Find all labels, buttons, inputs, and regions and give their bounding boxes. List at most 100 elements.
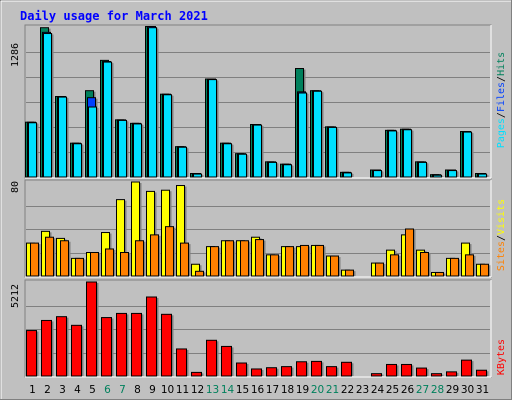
bar-kbytes-day-7	[116, 312, 127, 377]
bar-kbytes-day-31	[476, 369, 487, 377]
bar-sites-day-17	[270, 254, 279, 277]
legend-files: Files	[496, 82, 507, 112]
bar-sites-day-18	[285, 246, 294, 277]
day-label-27: 27	[416, 384, 429, 396]
legend-sep-1: /	[496, 112, 507, 118]
day-label-9: 9	[149, 384, 156, 396]
bar-sites-day-20	[315, 244, 324, 277]
bar-pages-day-5	[88, 106, 97, 178]
legend-sep-3: /	[496, 235, 507, 241]
day-label-31: 31	[476, 384, 489, 396]
bar-pages-day-27	[418, 161, 427, 178]
bar-kbytes-day-25	[386, 363, 397, 377]
bar-sites-day-12	[195, 270, 204, 277]
bar-sites-day-5	[90, 252, 99, 277]
bar-kbytes-day-9	[146, 296, 157, 377]
bar-kbytes-day-2	[41, 319, 52, 377]
legend-kbytes: KBytes	[496, 339, 507, 375]
bar-pages-day-11	[178, 146, 187, 178]
bar-pages-day-21	[328, 126, 337, 178]
day-label-25: 25	[386, 384, 399, 396]
bar-kbytes-day-11	[176, 348, 187, 377]
bar-pages-day-25	[388, 130, 397, 178]
bar-pages-day-1	[28, 122, 37, 178]
bar-kbytes-day-1	[26, 330, 37, 377]
bar-sites-day-28	[435, 271, 444, 277]
bar-pages-day-24	[373, 170, 382, 178]
bar-pages-day-3	[58, 96, 67, 178]
day-label-21: 21	[326, 384, 339, 396]
bar-pages-day-14	[223, 143, 232, 178]
bar-pages-day-16	[253, 124, 262, 178]
bar-pages-day-15	[238, 153, 247, 178]
day-label-19: 19	[296, 384, 309, 396]
bar-pages-day-20	[313, 90, 322, 178]
day-label-18: 18	[281, 384, 294, 396]
bar-sites-day-10	[165, 226, 174, 277]
x-axis-day-labels: 1 2 3 4 5 6 7 8 9 10 11 12 13 14 15 16 17 18 19 20 21 22 23 24 2…	[29, 384, 489, 396]
bar-kbytes-day-28	[431, 373, 442, 377]
bar-pages-day-19	[298, 92, 307, 178]
bar-pages-day-28	[433, 174, 442, 178]
bar-pages-day-4	[73, 143, 82, 178]
bar-kbytes-day-6	[101, 317, 112, 377]
day-label-16: 16	[251, 384, 265, 396]
bar-sites-day-22	[345, 269, 354, 277]
bottom-ymax-label: 5212	[10, 284, 21, 308]
day-label-7: 7	[119, 384, 126, 396]
day-label-15: 15	[236, 384, 249, 396]
bar-sites-day-8	[135, 240, 144, 277]
day-label-13: 13	[206, 384, 219, 396]
bar-sites-day-15	[240, 240, 249, 277]
bar-sites-day-26	[405, 228, 414, 277]
bar-pages-day-2	[43, 33, 52, 178]
middle-legend: Sites/Visits	[496, 199, 507, 271]
top-panel: 1286 Pages/Files/Hits	[10, 24, 507, 179]
bar-kbytes-day-18	[281, 366, 292, 377]
bar-sites-day-6	[105, 248, 114, 277]
day-label-2: 2	[44, 384, 51, 396]
bar-kbytes-day-24	[371, 373, 382, 377]
bar-sites-day-9	[150, 234, 159, 277]
bar-sites-day-2	[45, 236, 54, 277]
top-legend: Pages/Files/Hits	[496, 52, 507, 148]
bar-sites-day-29	[450, 257, 459, 277]
bar-sites-day-16	[255, 239, 264, 277]
bar-kbytes-day-12	[191, 371, 202, 377]
bar-kbytes-day-21	[326, 366, 337, 377]
bar-pages-day-13	[208, 79, 217, 178]
bar-pages-day-8	[133, 123, 142, 178]
bar-sites-day-4	[75, 257, 84, 277]
bar-sites-day-7	[120, 252, 129, 277]
bar-kbytes-day-26	[401, 363, 412, 377]
bar-kbytes-day-20	[311, 360, 322, 377]
bar-kbytes-day-14	[221, 345, 232, 377]
legend-sep-2: /	[496, 76, 507, 82]
bar-pages-day-7	[118, 119, 127, 178]
top-panel-bars	[25, 26, 489, 178]
bar-pages-day-18	[283, 164, 292, 178]
bar-pages-day-22	[343, 172, 352, 178]
day-label-22: 22	[341, 384, 354, 396]
bar-pages-day-9	[148, 27, 157, 178]
bar-kbytes-day-4	[71, 324, 82, 377]
bar-kbytes-day-13	[206, 339, 217, 377]
bar-kbytes-day-30	[461, 359, 472, 377]
day-label-1: 1	[29, 384, 36, 396]
bar-kbytes-day-16	[251, 368, 262, 377]
bottom-panel: 5212 KBytes	[10, 279, 507, 378]
bar-sites-day-30	[465, 254, 474, 277]
chart-title: Daily usage for March 2021	[20, 9, 208, 23]
bar-pages-day-26	[403, 129, 412, 178]
bar-sites-day-11	[180, 242, 189, 277]
bar-pages-day-12	[193, 173, 202, 178]
day-label-11: 11	[176, 384, 189, 396]
bar-kbytes-day-29	[446, 371, 457, 377]
day-label-26: 26	[401, 384, 415, 396]
bar-kbytes-day-3	[56, 316, 67, 377]
bar-sites-day-25	[390, 254, 399, 277]
day-label-20: 20	[311, 384, 324, 396]
bar-pages-day-31	[478, 173, 487, 178]
day-label-4: 4	[74, 384, 81, 396]
